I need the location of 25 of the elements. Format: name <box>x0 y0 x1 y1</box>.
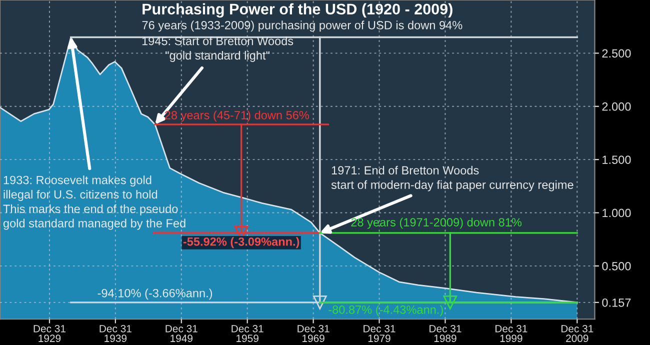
y-tick-label: 0.500 <box>602 262 631 270</box>
chart-title: Purchasing Power of the USD (1920 - 2009) <box>142 3 452 18</box>
y-tick-label: 0.157 <box>602 298 631 307</box>
x-tick-label: Dec 31 1959 <box>232 324 264 342</box>
annotation: 1933: Roosevelt makes gold illegal for U.S. citizens to hold This marks the end of the pseudo gold standard managed by the Fed <box>3 176 186 230</box>
x-tick-label: Dec 31 1929 <box>34 324 66 342</box>
x-tick-label: Dec 31 1989 <box>430 324 462 342</box>
x-tick-label: Dec 31 1979 <box>364 324 396 342</box>
y-tick-label: 1.000 <box>602 208 631 218</box>
x-tick-label: Dec 31 1999 <box>496 324 528 342</box>
annotation: -94.10% (-3.66%ann.) <box>98 288 212 300</box>
y-tick-label: 2.500 <box>602 49 631 58</box>
y-tick-label: 1.500 <box>602 156 631 164</box>
x-tick-label: Dec 31 2009 <box>561 324 594 342</box>
annotation: 28 years (45-71) down 56% <box>164 110 310 122</box>
annotation: 1945: Start of Bretton Woods "gold standard light" <box>142 36 294 62</box>
annotation: 1971: End of Bretton Woods start of modern-day fiat paper currency regime <box>331 166 574 192</box>
annotation: -80.87% (-4.43%ann.) <box>328 305 443 316</box>
annotation: 76 years (1933-2009) purchasing power of USD is down 94% <box>142 20 462 32</box>
annotation: 28 years (1971-2009) down 81% <box>351 218 522 229</box>
x-tick-label: Dec 31 1939 <box>100 324 132 342</box>
x-tick-label: Dec 31 1969 <box>298 324 330 342</box>
y-tick-label: 2.000 <box>602 102 631 111</box>
x-tick-label: Dec 31 1949 <box>166 324 198 342</box>
annotation: -55.92% (-3.09%ann.) <box>183 237 300 248</box>
